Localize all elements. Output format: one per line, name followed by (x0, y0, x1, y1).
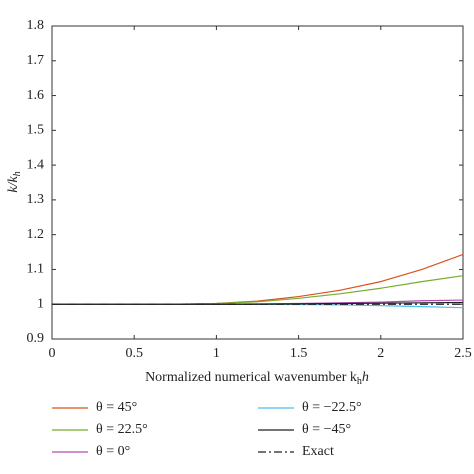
y-tick-label: 1.6 (27, 88, 45, 103)
y-tick-label: 1.5 (27, 123, 45, 138)
x-label-sub: h (357, 376, 362, 387)
y-tick-label: 1 (37, 296, 44, 311)
series-line (52, 275, 464, 305)
legend-label: θ = −45° (302, 422, 351, 437)
series-line (52, 253, 464, 305)
x-axis-label: Normalized numerical wavenumber khh (145, 370, 369, 387)
y-tick-label: 1.1 (27, 262, 45, 277)
y-label-sub: h (12, 171, 23, 176)
legend-label: θ = −22.5° (302, 400, 362, 415)
legend-label: θ = 45° (96, 400, 137, 415)
x-label-tail: h (362, 370, 369, 385)
y-tick-label: 1.7 (27, 53, 45, 68)
x-tick-label: 1 (213, 346, 220, 361)
x-tick-label: 2 (377, 346, 384, 361)
x-label-main: Normalized numerical wavenumber k (145, 370, 357, 385)
plot-frame (51, 25, 464, 340)
legend-label: θ = 22.5° (96, 422, 148, 437)
legend-label: Exact (302, 444, 334, 459)
y-axis-label: k/kh (6, 171, 23, 192)
x-tick-label: 0 (49, 346, 56, 361)
y-tick-label: 0.9 (27, 331, 45, 346)
legend-label: θ = 0° (96, 444, 130, 459)
y-label-main: k/k (6, 176, 21, 193)
y-tick-label: 1.3 (27, 192, 45, 207)
y-tick-label: 1.8 (27, 18, 45, 33)
x-tick-label: 0.5 (125, 346, 143, 361)
x-tick-label: 1.5 (290, 346, 308, 361)
y-tick-label: 1.4 (27, 157, 45, 172)
x-tick-label: 2.5 (454, 346, 472, 361)
y-tick-label: 1.2 (27, 227, 45, 242)
